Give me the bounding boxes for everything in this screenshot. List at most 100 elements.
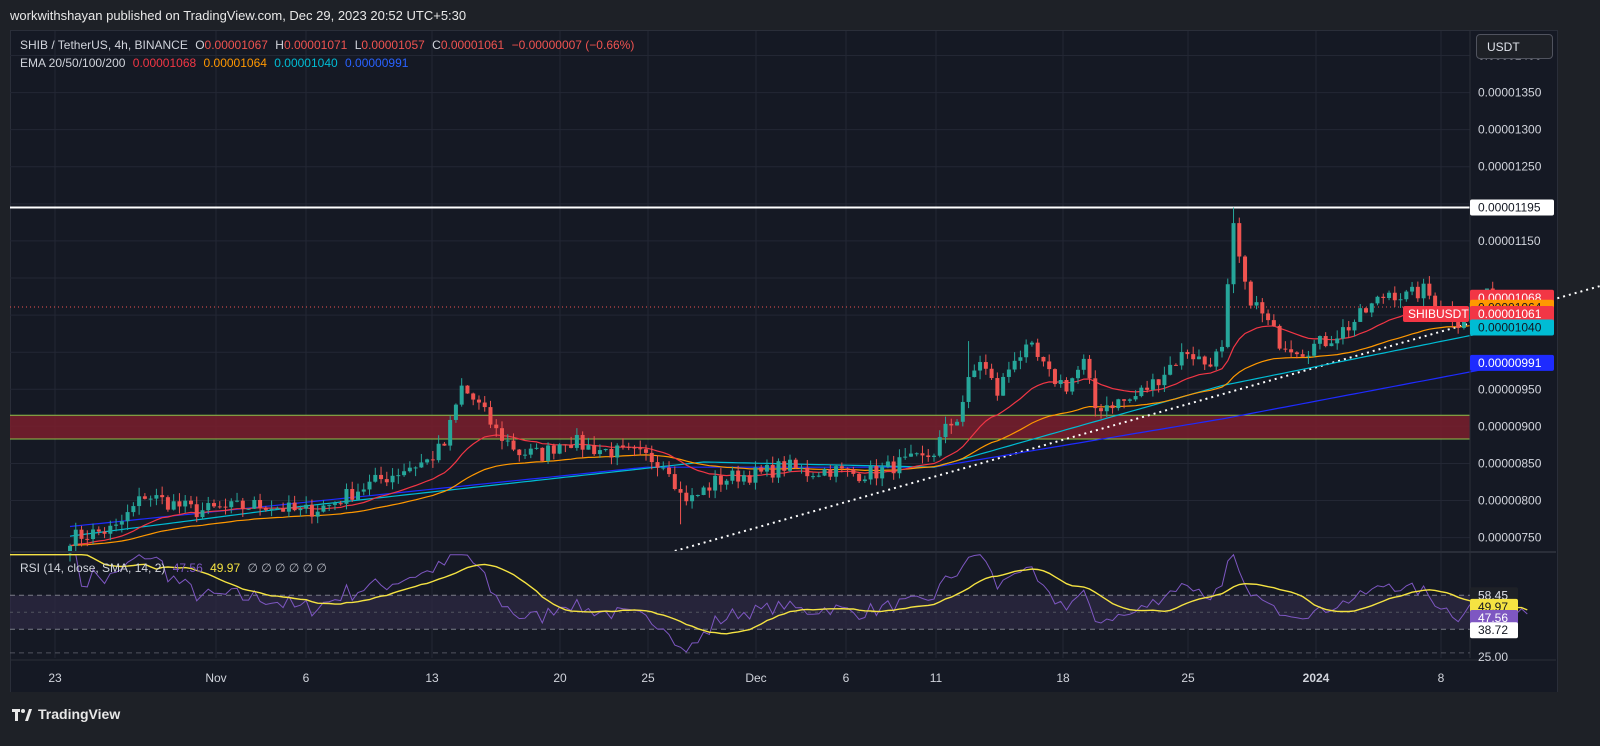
ema200-value: 0.00000991 — [345, 56, 409, 70]
resistance-tag-text: 0.00001195 — [1478, 201, 1541, 215]
price-axis-tick: 0.00001300 — [1478, 123, 1542, 137]
candle-body — [494, 424, 499, 429]
time-axis-tick: 11 — [930, 671, 943, 685]
candle-body — [286, 502, 291, 512]
price-legend: SHIB / TetherUS, 4h, BINANCE O0.00001067… — [20, 38, 638, 52]
price-axis-tick: 0.00000850 — [1478, 456, 1542, 470]
candle-body — [114, 524, 119, 526]
price-axis-tick: 0.00000800 — [1478, 494, 1542, 508]
candle-body — [1433, 295, 1438, 308]
candle-body — [1064, 379, 1069, 392]
candle-body — [453, 404, 458, 420]
footer — [0, 692, 1600, 746]
candle-body — [217, 506, 222, 508]
ema100-tag — [1470, 319, 1554, 336]
candle-body — [476, 399, 481, 403]
rsi-value: 47.56 — [172, 561, 203, 575]
candle-body — [1358, 308, 1363, 322]
rsi-line — [10, 553, 1528, 653]
candle-body — [361, 489, 366, 492]
candle-body — [1237, 223, 1242, 257]
candle-body — [1093, 378, 1098, 409]
symbol-label[interactable]: SHIB / TetherUS, 4h, BINANCE — [20, 38, 188, 52]
ema200-line — [69, 360, 1528, 528]
ema-label[interactable]: EMA 20/50/100/200 — [20, 56, 126, 70]
candle-body — [1035, 342, 1040, 357]
candle-body — [1387, 292, 1392, 298]
candle-body — [1168, 364, 1173, 375]
publisher-info: workwithshayan published on TradingView.… — [10, 8, 467, 23]
rsi-axis-tick: 25.00 — [1478, 650, 1508, 664]
currency-unit-button[interactable]: USDT — [1476, 34, 1553, 59]
time-axis-tick: 23 — [48, 671, 62, 685]
candle-body — [597, 450, 602, 455]
candle-body — [229, 501, 234, 508]
candle-body — [868, 465, 873, 480]
last-price-tag-text: 0.00001061 — [1478, 307, 1542, 321]
candle-body — [1173, 364, 1178, 366]
candle-body — [442, 443, 447, 446]
candle-body — [246, 508, 251, 510]
candle-body — [978, 362, 983, 371]
candle-body — [793, 459, 798, 468]
price-axis-tick: 0.00000950 — [1478, 382, 1542, 396]
candle-body — [148, 498, 153, 500]
candle-body — [500, 428, 504, 441]
candle-body — [707, 487, 712, 491]
candle-body — [1127, 399, 1132, 401]
candle-body — [966, 377, 971, 402]
candle-body — [822, 469, 827, 476]
rsi-lower-band-tag — [1470, 622, 1518, 639]
candle-body — [269, 508, 274, 510]
high-value: 0.00001071 — [283, 38, 348, 52]
candle-body — [425, 459, 430, 463]
candle-body — [557, 444, 562, 454]
candle-body — [183, 500, 188, 507]
candle-body — [407, 467, 412, 472]
candle-body — [828, 469, 833, 477]
chart-frame[interactable] — [10, 30, 1558, 694]
candle-body — [1133, 396, 1138, 400]
candle-body — [684, 492, 689, 502]
candle-body — [223, 506, 228, 508]
candle-body — [1398, 299, 1403, 301]
symbol-tag-text: SHIBUSDT — [1408, 307, 1469, 321]
candle-body — [845, 468, 850, 470]
candle-body — [1196, 356, 1201, 360]
candle-body — [511, 440, 516, 450]
candle-body — [615, 445, 620, 458]
candle-body — [298, 508, 303, 511]
candle-body — [206, 503, 211, 511]
candle-body — [551, 445, 556, 454]
open-value: 0.00001067 — [204, 38, 268, 52]
candle-body — [667, 467, 672, 475]
candle-body — [1076, 369, 1080, 379]
ema-legend: EMA 20/50/100/200 0.00001068 0.00001064 … — [20, 56, 412, 70]
time-axis-tick: 18 — [1056, 671, 1070, 685]
time-axis-tick: 25 — [641, 671, 655, 685]
ema200-tag-text: 0.00000991 — [1478, 356, 1542, 370]
candle-body — [937, 437, 942, 456]
ema100-value: 0.00001040 — [274, 56, 338, 70]
change-value: −0.00000007 (−0.66%) — [511, 38, 635, 52]
rsi-ma-value: 49.97 — [210, 561, 241, 575]
candle-body — [1179, 352, 1184, 366]
candle-body — [448, 419, 453, 446]
candle-body — [1266, 313, 1271, 321]
tradingview-logo[interactable]: TradingView — [12, 706, 120, 722]
candle-body — [764, 464, 769, 472]
candle-body — [384, 479, 389, 483]
candle-body — [1047, 361, 1052, 370]
time-axis-tick: 20 — [553, 671, 567, 685]
candle-body — [1294, 352, 1299, 355]
candle-body — [212, 503, 216, 507]
candle-body — [741, 475, 746, 482]
candle-body — [137, 496, 142, 507]
candle-body — [914, 453, 919, 455]
candle-body — [1081, 358, 1086, 370]
candle-body — [402, 471, 407, 476]
rsi-label[interactable]: RSI (14, close, SMA, 14, 2) — [20, 561, 166, 575]
candle-body — [1156, 379, 1161, 386]
candle-body — [713, 475, 718, 491]
